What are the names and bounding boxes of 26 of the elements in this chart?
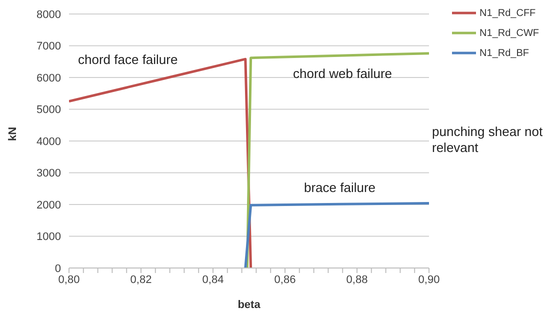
y-tick-label: 4000 [36,136,61,148]
x-axis-title: beta [238,299,262,311]
x-tick-label: 0,88 [346,274,368,286]
y-tick-label: 5000 [36,104,61,116]
annotation: chord face failure [78,52,179,68]
y-tick-label: 7000 [36,40,61,53]
y-tick-label: 8000 [36,8,61,21]
y-tick-label: 0 [54,262,61,275]
y-tick-label: 6000 [36,72,61,84]
y-tick-label: 1000 [36,231,61,244]
x-tick-label: 0,80 [58,274,80,286]
text: punching shear not relevant [432,124,544,156]
annotation: chord web failure [293,66,393,82]
line-series [246,52,429,268]
x-tick-label: 0,86 [274,274,296,286]
line-series [244,202,429,268]
y-tick-label: 3000 [36,168,61,180]
legend-label: N1_Rd_BF [480,48,529,58]
y-tick-label: 2000 [36,199,61,212]
x-tick-label: 0,90 [418,274,440,286]
x-tick-label: 0,84 [202,274,224,286]
annotation: brace failure [304,180,377,196]
legend-label: N1_Rd_CFF [480,8,536,18]
y-axis-title: kN [6,126,19,141]
legend-label: N1_Rd_CWF [480,28,539,38]
x-tick-label: 0,82 [130,274,152,286]
